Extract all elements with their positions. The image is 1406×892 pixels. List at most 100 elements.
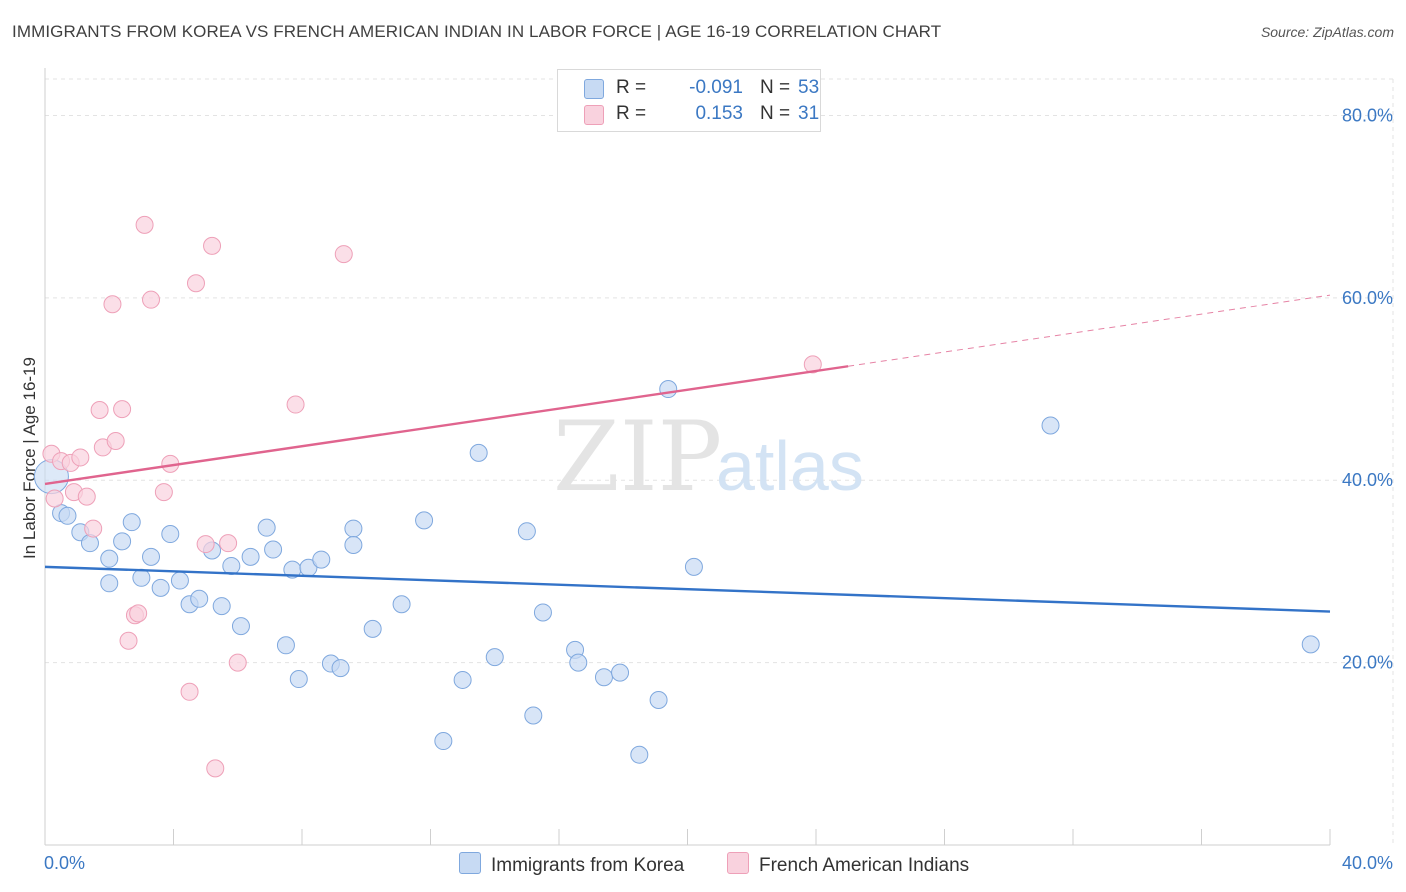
korea-point xyxy=(415,511,434,530)
korea-point xyxy=(122,513,141,532)
bottom-legend-swatch-blue xyxy=(459,852,481,874)
source-credit: Source: ZipAtlas.com xyxy=(1260,24,1394,40)
korea-point xyxy=(363,619,382,638)
bottom-legend-korea: Immigrants from Korea xyxy=(459,852,684,877)
korea-point xyxy=(80,534,99,553)
french-point xyxy=(219,534,238,553)
y-tick-label: 80.0% xyxy=(1342,105,1393,125)
y-tick-label: 20.0% xyxy=(1342,653,1393,673)
french-trend-line xyxy=(44,365,849,486)
bottom-legend-swatch-pink xyxy=(727,852,749,874)
trend-lines xyxy=(44,294,1331,613)
french-point xyxy=(119,631,138,650)
korea-point xyxy=(344,535,363,554)
korea-point xyxy=(485,648,504,667)
french-point xyxy=(228,653,247,672)
legend-n-label: N = xyxy=(760,103,791,124)
legend-r-label: R = xyxy=(616,103,647,124)
french-point xyxy=(77,487,96,506)
korea-point xyxy=(170,571,189,590)
french-point xyxy=(71,448,90,467)
korea-point xyxy=(132,568,151,587)
bottom-legend-label-korea: Immigrants from Korea xyxy=(491,855,685,876)
korea-point xyxy=(212,597,231,616)
korea-point xyxy=(312,550,331,569)
korea-point xyxy=(649,691,668,710)
korea-point xyxy=(434,732,453,751)
korea-point xyxy=(1301,635,1320,654)
korea-trend-line xyxy=(44,565,1331,613)
watermark: ZIP atlas xyxy=(553,401,864,513)
legend-swatch-blue xyxy=(584,79,604,99)
x-tick-label: 40.0% xyxy=(1342,853,1393,873)
legend-r-value: -0.091 xyxy=(689,77,743,98)
french-point xyxy=(203,236,222,255)
korea-point xyxy=(517,522,536,541)
legend-swatch-pink xyxy=(584,105,604,125)
french-point xyxy=(142,290,161,309)
korea-point xyxy=(684,557,703,576)
korea-point xyxy=(1041,416,1060,435)
french-point xyxy=(803,355,822,374)
bottom-legend-label-french: French American Indians xyxy=(759,855,970,876)
korea-point xyxy=(611,663,630,682)
correlation-legend: R = -0.091 N = 53 R = 0.153 N = 31 xyxy=(557,69,821,132)
french-point xyxy=(135,215,154,234)
french-point xyxy=(129,604,148,623)
korea-point xyxy=(231,617,250,636)
korea-point xyxy=(453,670,472,689)
legend-r-label: R = xyxy=(616,77,647,98)
legend-n-label: N = xyxy=(760,77,791,98)
watermark-zip: ZIP xyxy=(553,401,722,513)
korea-point xyxy=(344,519,363,538)
french-point xyxy=(196,535,215,554)
korea-point xyxy=(241,547,260,566)
french-point xyxy=(45,489,64,508)
french-point xyxy=(103,295,122,314)
french-point xyxy=(154,483,173,502)
french-point xyxy=(113,400,132,419)
korea-point xyxy=(392,595,411,614)
french-trend-extension xyxy=(848,294,1331,367)
korea-point xyxy=(58,506,77,525)
french-point xyxy=(206,759,225,778)
korea-point xyxy=(264,540,283,559)
french-point xyxy=(84,519,103,538)
french-point xyxy=(186,274,205,293)
x-tick-label: 0.0% xyxy=(44,853,85,873)
korea-point xyxy=(190,589,209,608)
korea-point xyxy=(533,603,552,622)
french-point xyxy=(286,395,305,414)
french-point xyxy=(90,401,109,420)
korea-point xyxy=(289,670,308,689)
korea-point xyxy=(100,549,119,568)
korea-point xyxy=(113,532,132,551)
french-point xyxy=(334,245,353,264)
korea-point xyxy=(630,745,649,764)
y-tick-label: 40.0% xyxy=(1342,470,1393,490)
tick-labels: 20.0% 40.0% 60.0% 80.0% 0.0% 40.0% xyxy=(44,105,1393,873)
y-tick-label: 60.0% xyxy=(1342,288,1393,308)
french-point xyxy=(180,682,199,701)
korea-point xyxy=(569,653,588,672)
french-point xyxy=(106,432,125,451)
watermark-atlas: atlas xyxy=(716,427,864,505)
korea-point xyxy=(524,706,543,725)
korea-point xyxy=(151,578,170,597)
korea-point xyxy=(161,525,180,544)
legend-n-value: 31 xyxy=(798,103,820,124)
bottom-legend-french: French American Indians xyxy=(727,852,969,877)
korea-point xyxy=(276,636,295,655)
legend-n-value: 53 xyxy=(798,77,820,98)
korea-point xyxy=(331,659,350,678)
legend-r-value: 0.153 xyxy=(695,103,743,124)
chart-title: IMMIGRANTS FROM KOREA VS FRENCH AMERICAN… xyxy=(12,22,942,41)
korea-point xyxy=(142,547,161,566)
korea-point xyxy=(659,380,678,399)
korea-point xyxy=(100,574,119,593)
korea-point xyxy=(222,556,241,575)
korea-point xyxy=(469,443,488,462)
korea-point xyxy=(594,668,613,687)
korea-point xyxy=(257,518,276,537)
